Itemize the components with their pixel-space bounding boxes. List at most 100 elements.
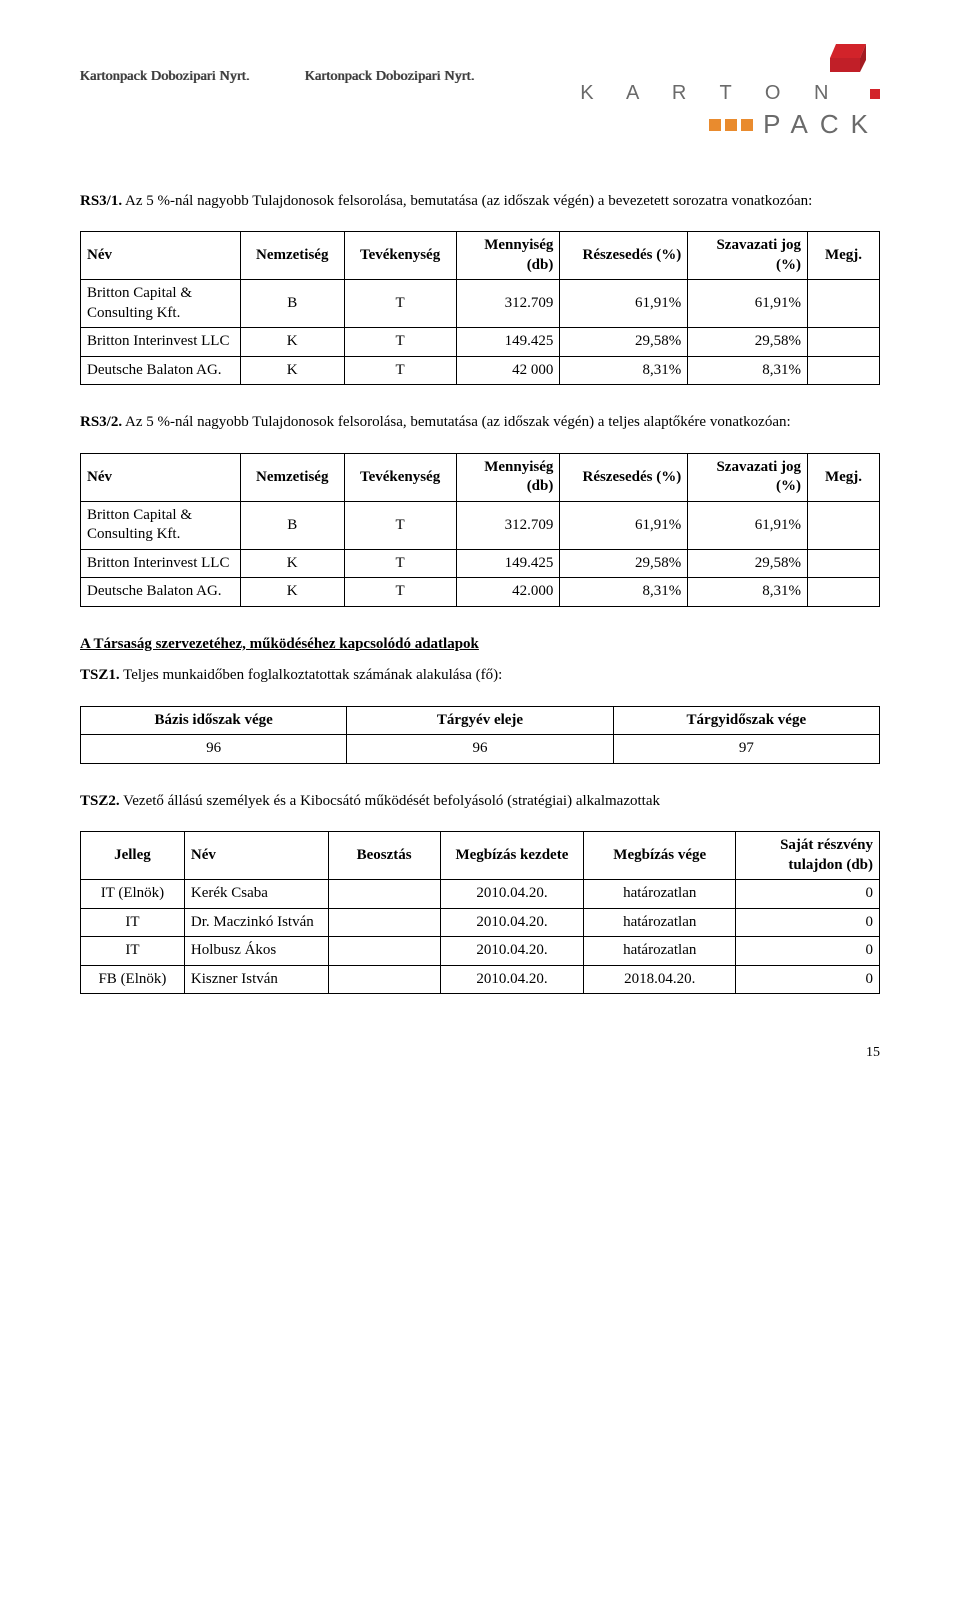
cell-type: IT	[81, 937, 185, 966]
col-vote: Szavazati jog (%)	[688, 453, 808, 501]
tsz2-text: Vezető állású személyek és a Kibocsátó m…	[120, 793, 660, 809]
logo-squares-icon	[709, 119, 753, 131]
cell-share: 8,31%	[560, 356, 688, 385]
cell-shares: 0	[736, 965, 880, 994]
cell-start: 2010.04.20.	[440, 965, 584, 994]
table-row: Britton Capital & Consulting Kft.BT312.7…	[81, 501, 880, 549]
cell-quantity: 42 000	[456, 356, 560, 385]
cell-end: 2018.04.20.	[584, 965, 736, 994]
col-vote: Szavazati jog (%)	[688, 232, 808, 280]
table-row: Britton Interinvest LLCKT149.42529,58%29…	[81, 328, 880, 357]
col-share: Részesedés (%)	[560, 232, 688, 280]
rs32-text: Az 5 %-nál nagyobb Tulajdonosok felsorol…	[122, 414, 791, 430]
cell-share: 61,91%	[560, 501, 688, 549]
col-period-end: Tárgyidőszak vége	[613, 706, 879, 735]
rs32-code: RS3/2.	[80, 414, 122, 430]
officers-table: Jelleg Név Beosztás Megbízás kezdete Meg…	[80, 831, 880, 994]
col-name: Név	[81, 232, 241, 280]
col-position: Beosztás	[328, 832, 440, 880]
logo-text-bottom: PACK	[763, 108, 880, 142]
employee-count-table: Bázis időszak vége Tárgyév eleje Tárgyid…	[80, 706, 880, 764]
cell-vote: 61,91%	[688, 280, 808, 328]
cell-start: 2010.04.20.	[440, 908, 584, 937]
table-row: FB (Elnök)Kiszner István2010.04.20.2018.…	[81, 965, 880, 994]
cell-shares: 0	[736, 937, 880, 966]
table-row: ITDr. Maczinkó István2010.04.20.határoza…	[81, 908, 880, 937]
cell-name: Britton Interinvest LLC	[81, 328, 241, 357]
cell-end: határozatlan	[584, 880, 736, 909]
table-row: Britton Interinvest LLCKT149.42529,58%29…	[81, 549, 880, 578]
cell-position	[328, 880, 440, 909]
cell-position	[328, 937, 440, 966]
cell-share: 61,91%	[560, 280, 688, 328]
cell-quantity: 312.709	[456, 280, 560, 328]
cell-start: 2010.04.20.	[440, 937, 584, 966]
emp-base: 96	[81, 735, 347, 764]
rs31-text: Az 5 %-nál nagyobb Tulajdonosok felsorol…	[122, 193, 812, 209]
company-name-1: Kartonpack Dobozipari Nyrt.	[80, 68, 250, 86]
table-row: IT (Elnök)Kerék Csaba2010.04.20.határoza…	[81, 880, 880, 909]
cell-name: Kerék Csaba	[184, 880, 328, 909]
cell-note	[808, 578, 880, 607]
header-company-names: Kartonpack Dobozipari Nyrt. Kartonpack D…	[80, 40, 475, 86]
owners-table-rs31: Név Nemzetiség Tevékenység Mennyiség (db…	[80, 231, 880, 385]
cell-position	[328, 965, 440, 994]
col-start: Megbízás kezdete	[440, 832, 584, 880]
cell-activity: T	[344, 356, 456, 385]
cell-nationality: K	[240, 549, 344, 578]
cell-note	[808, 549, 880, 578]
emp-end: 97	[613, 735, 879, 764]
cell-end: határozatlan	[584, 937, 736, 966]
cell-type: IT	[81, 908, 185, 937]
cell-nationality: B	[240, 501, 344, 549]
cell-note	[808, 501, 880, 549]
cell-vote: 8,31%	[688, 578, 808, 607]
emp-start: 96	[347, 735, 613, 764]
section-rs31-intro: RS3/1. Az 5 %-nál nagyobb Tulajdonosok f…	[80, 192, 880, 212]
col-nationality: Nemzetiség	[240, 453, 344, 501]
cell-share: 29,58%	[560, 549, 688, 578]
owners-table-rs32-head: Név Nemzetiség Tevékenység Mennyiség (db…	[81, 453, 880, 501]
col-base-period: Bázis időszak vége	[81, 706, 347, 735]
cell-note	[808, 328, 880, 357]
cell-nationality: B	[240, 280, 344, 328]
col-quantity: Mennyiség (db)	[456, 453, 560, 501]
cell-nationality: K	[240, 328, 344, 357]
cell-name: Deutsche Balaton AG.	[81, 578, 241, 607]
col-activity: Tevékenység	[344, 232, 456, 280]
cell-note	[808, 280, 880, 328]
cell-share: 8,31%	[560, 578, 688, 607]
cell-name: Holbusz Ákos	[184, 937, 328, 966]
company-name-2: Kartonpack Dobozipari Nyrt.	[305, 68, 475, 86]
cell-type: FB (Elnök)	[81, 965, 185, 994]
col-nationality: Nemzetiség	[240, 232, 344, 280]
cell-quantity: 149.425	[456, 549, 560, 578]
col-end: Megbízás vége	[584, 832, 736, 880]
cell-nationality: K	[240, 356, 344, 385]
cell-shares: 0	[736, 880, 880, 909]
owners-table-rs31-head: Név Nemzetiség Tevékenység Mennyiség (db…	[81, 232, 880, 280]
logo-cube-icon	[816, 40, 880, 76]
col-activity: Tevékenység	[344, 453, 456, 501]
table-row: Deutsche Balaton AG.KT42.0008,31%8,31%	[81, 578, 880, 607]
col-name: Név	[184, 832, 328, 880]
org-section-heading: A Társaság szervezetéhez, működéséhez ka…	[80, 635, 880, 655]
logo-text-top: K A R T O N	[580, 80, 880, 106]
col-shares: Saját részvény tulajdon (db)	[736, 832, 880, 880]
section-rs32-intro: RS3/2. Az 5 %-nál nagyobb Tulajdonosok f…	[80, 413, 880, 433]
cell-name: Britton Capital & Consulting Kft.	[81, 280, 241, 328]
cell-vote: 29,58%	[688, 328, 808, 357]
col-note: Megj.	[808, 453, 880, 501]
page-header: Kartonpack Dobozipari Nyrt. Kartonpack D…	[80, 40, 880, 142]
tsz1-intro: TSZ1. Teljes munkaidőben foglalkoztatott…	[80, 666, 880, 686]
cell-start: 2010.04.20.	[440, 880, 584, 909]
cell-vote: 8,31%	[688, 356, 808, 385]
table-row: 96 96 97	[81, 735, 880, 764]
cell-vote: 29,58%	[688, 549, 808, 578]
cell-nationality: K	[240, 578, 344, 607]
cell-end: határozatlan	[584, 908, 736, 937]
page-number: 15	[80, 1044, 880, 1062]
logo-dot-icon	[870, 89, 880, 99]
col-quantity: Mennyiség (db)	[456, 232, 560, 280]
rs31-code: RS3/1.	[80, 193, 122, 209]
